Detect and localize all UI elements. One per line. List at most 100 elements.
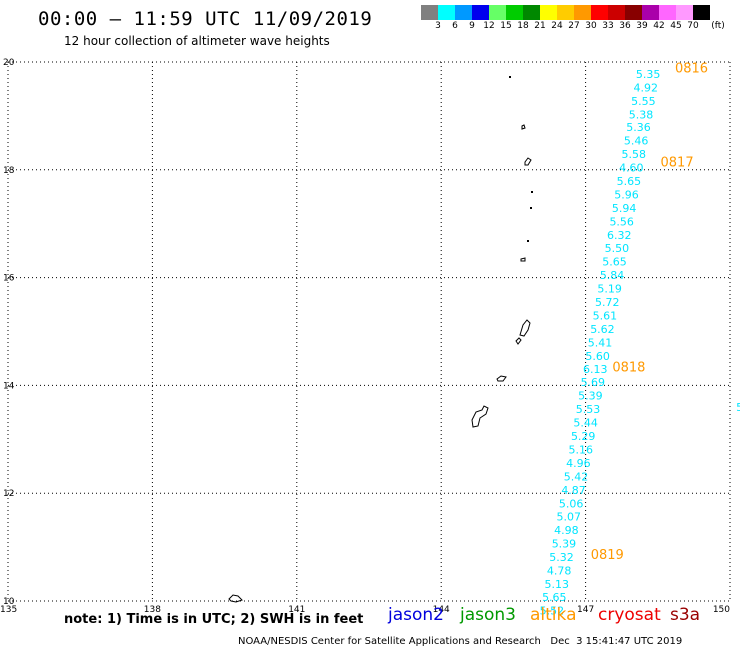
- island-guguan: [530, 207, 532, 209]
- swh-value-label: 5.32: [549, 551, 574, 564]
- island-farallon: [509, 76, 511, 78]
- swh-value-label: 5.65: [542, 591, 567, 604]
- y-tick-label: 20: [3, 58, 15, 68]
- island-dots: [509, 76, 533, 242]
- island-sarigan: [527, 240, 529, 242]
- swh-value-label: 6.32: [607, 229, 632, 242]
- color-scale-label: 30: [585, 21, 597, 31]
- color-swatch: [608, 5, 625, 20]
- color-swatch: [540, 5, 557, 20]
- swh-value-label: 4.60: [619, 162, 644, 175]
- swh-value-label: 4.87: [561, 484, 586, 497]
- swh-value-label: 5.39: [578, 390, 603, 403]
- color-swatch: [659, 5, 676, 20]
- swh-value-label: 5.41: [588, 336, 613, 349]
- pass-time-label: 0816: [675, 61, 708, 76]
- swh-value-label: 5.06: [559, 497, 584, 510]
- color-scale-label: 36: [619, 21, 631, 31]
- island-anatahan: [520, 257, 526, 262]
- swh-value-label: 5.44: [573, 417, 598, 430]
- swh-value-label: 5.46: [624, 135, 649, 148]
- pass-time-labels: 0816 0817 0818 0819: [591, 61, 708, 563]
- swh-value-label: 5.36: [626, 121, 651, 134]
- color-scale-label: 15: [500, 21, 512, 31]
- island-pagan: [524, 157, 532, 166]
- swh-value-label: 5.55: [631, 95, 656, 108]
- color-scale-bar: [421, 5, 710, 20]
- island-agrihan: [521, 124, 526, 130]
- island-south: [228, 594, 243, 603]
- swh-value-label: 5.62: [590, 323, 615, 336]
- footer-credit: NOAA/NESDIS Center for Satellite Applica…: [238, 636, 683, 647]
- swh-value-label: 5.50: [605, 242, 630, 255]
- pass-time-label: 0817: [661, 156, 694, 171]
- swh-value-label: 5.16: [569, 444, 594, 457]
- swh-value-label: 5.39: [552, 537, 577, 550]
- swh-value-label: 5.94: [612, 202, 637, 215]
- satellite-legend-jason2: jason2: [388, 605, 444, 625]
- x-tick-label: 144: [433, 605, 450, 615]
- x-tick-label: 135: [0, 605, 17, 615]
- color-scale-labels: 3 6 9 12 15 18 21 24 27 30 33 36 39 42 45 70 (ft): [421, 21, 740, 33]
- color-scale-label: 24: [551, 21, 563, 31]
- color-swatch: [625, 5, 642, 20]
- color-swatch: [438, 5, 455, 20]
- y-tick-label: 14: [3, 381, 15, 391]
- color-swatch: [455, 5, 472, 20]
- x-tick-label: 147: [577, 605, 594, 615]
- color-scale-label: 27: [568, 21, 580, 31]
- swh-value-label: 5.38: [629, 108, 654, 121]
- x-tick-label: 141: [288, 605, 305, 615]
- color-scale-label: 9: [469, 21, 475, 31]
- color-scale-label: 18: [517, 21, 529, 31]
- axis-tick-labels: 135 138 141 144 147 150 10 12 14 16 18 20: [0, 58, 730, 615]
- swh-value-label: 5: [736, 401, 740, 414]
- island-alamagan: [531, 191, 533, 193]
- color-scale-label: 33: [602, 21, 614, 31]
- x-tick-label: 150: [713, 605, 730, 615]
- y-tick-label: 16: [3, 274, 15, 284]
- swh-value-label: 5.84: [600, 269, 625, 282]
- swh-value-label: 5.52: [540, 605, 565, 618]
- color-swatch: [523, 5, 540, 20]
- color-swatch: [574, 5, 591, 20]
- swh-value-label: 5.72: [595, 296, 620, 309]
- color-scale-label: 42: [653, 21, 665, 31]
- units-note: note: 1) Time is in UTC; 2) SWH is in fe…: [64, 612, 364, 627]
- chart-title: 00:00 – 11:59 UTC 11/09/2019: [38, 8, 373, 30]
- island-rota: [496, 375, 507, 382]
- x-tick-label: 138: [144, 605, 161, 615]
- island-guam: [471, 405, 489, 428]
- swh-value-label: 5.42: [564, 470, 589, 483]
- swh-value-label: 5.35: [636, 68, 661, 81]
- color-swatch: [506, 5, 523, 20]
- color-swatch: [421, 5, 438, 20]
- swh-value-label: 5.19: [597, 282, 622, 295]
- color-scale-label: 3: [435, 21, 441, 31]
- color-swatch: [642, 5, 659, 20]
- swh-value-label: 5.07: [557, 510, 582, 523]
- pass-time-label: 0818: [612, 361, 645, 376]
- swh-value-label: 5.61: [593, 309, 618, 322]
- swh-value-label: 5.60: [585, 350, 610, 363]
- color-swatch: [693, 5, 710, 20]
- swh-value-label: 5.96: [614, 189, 639, 202]
- y-tick-label: 10: [3, 597, 15, 607]
- satellite-legend-jason3: jason3: [460, 605, 516, 625]
- island-outlines: [228, 124, 532, 603]
- swh-value-label: 4.78: [547, 564, 572, 577]
- color-scale-label: 21: [534, 21, 546, 31]
- color-swatch: [489, 5, 506, 20]
- color-swatch: [676, 5, 693, 20]
- swh-values: 5.354.925.555.385.365.465.584.605.655.96…: [540, 68, 740, 618]
- swh-value-label: 5.13: [544, 578, 569, 591]
- color-scale-label: 39: [636, 21, 648, 31]
- color-swatch: [557, 5, 574, 20]
- color-swatch: [472, 5, 489, 20]
- swh-value-label: 5.65: [617, 175, 642, 188]
- swh-value-label: 4.96: [566, 457, 591, 470]
- swh-value-label: 5.65: [602, 255, 627, 268]
- swh-value-label: 4.92: [634, 81, 659, 94]
- color-scale-label: 6: [452, 21, 458, 31]
